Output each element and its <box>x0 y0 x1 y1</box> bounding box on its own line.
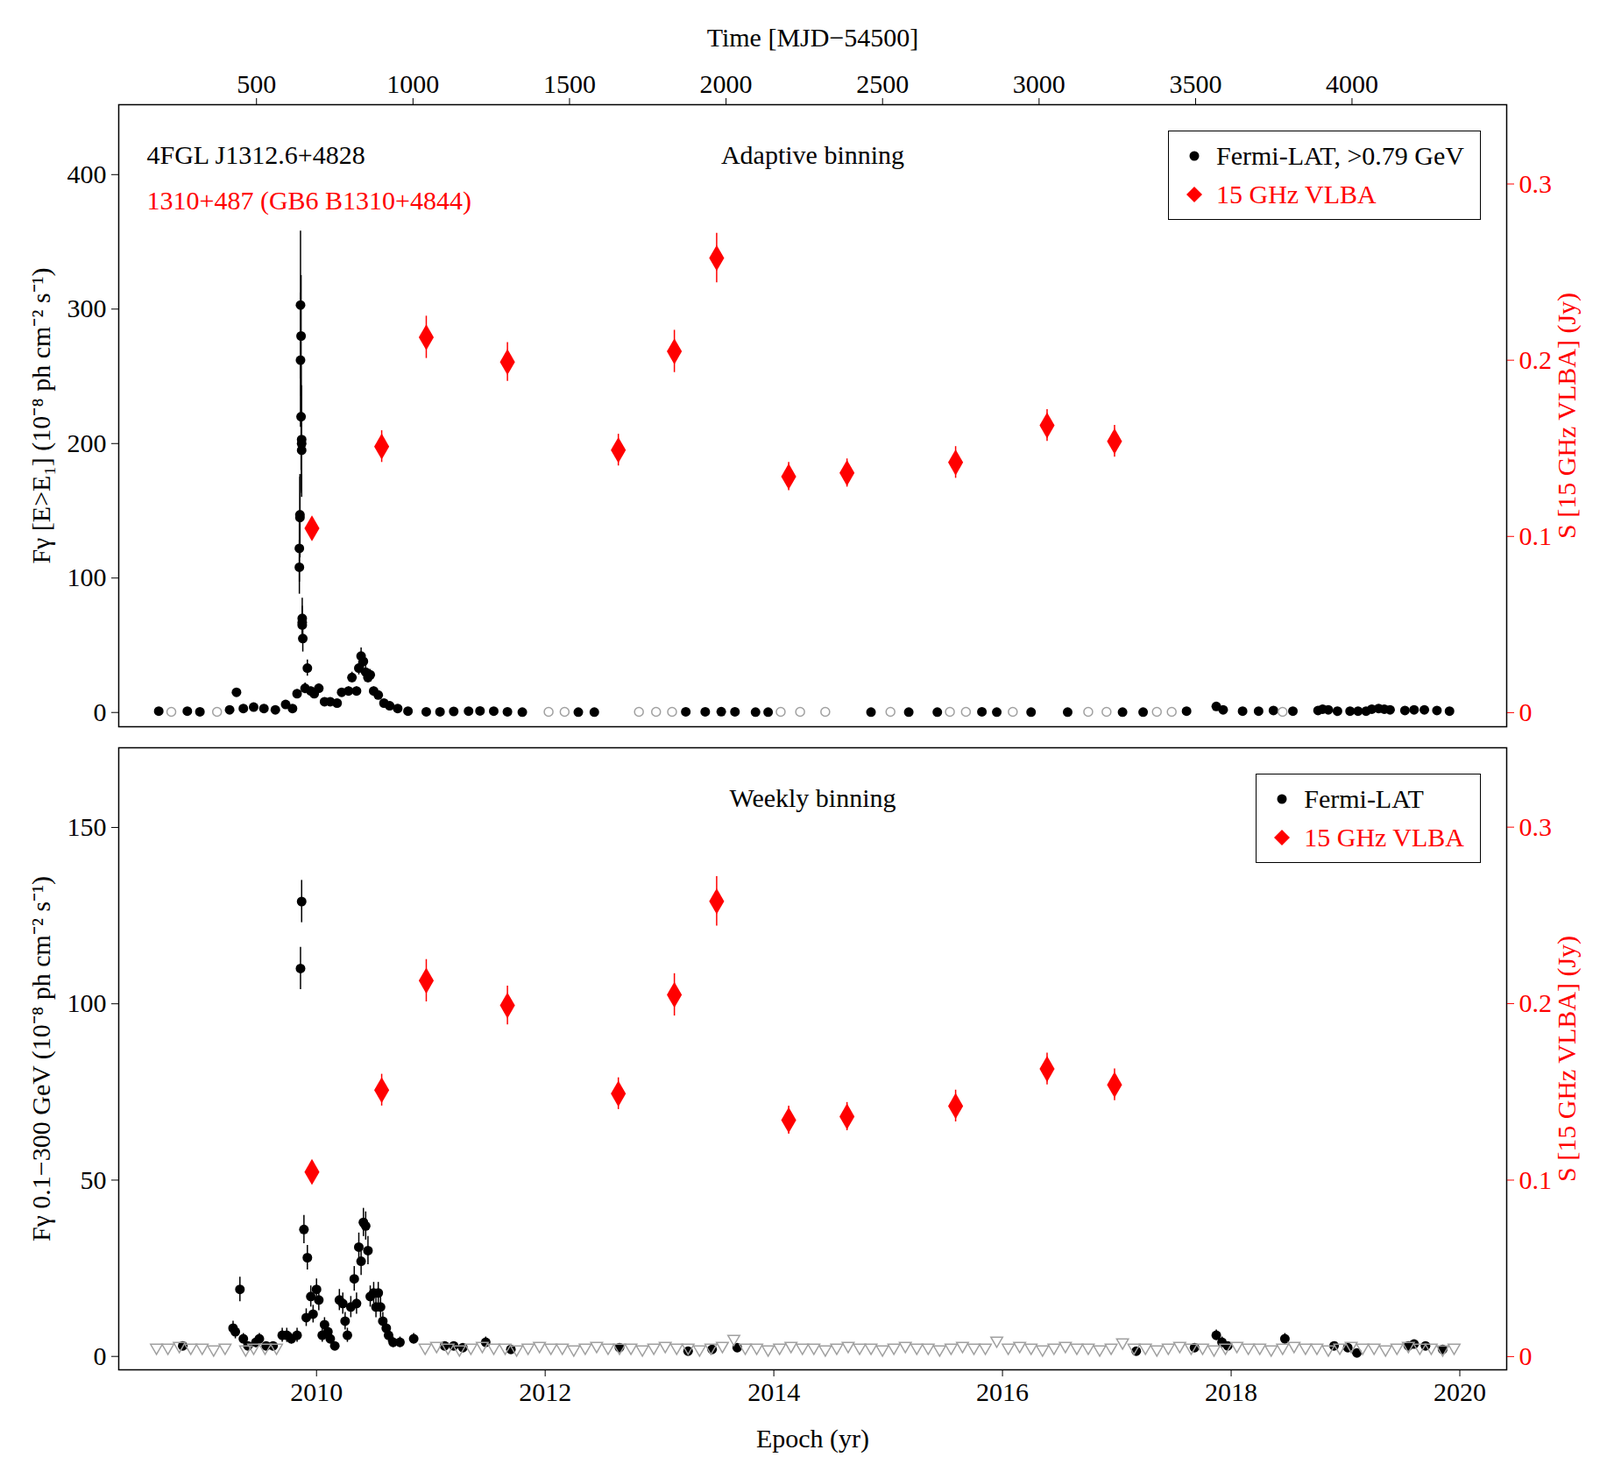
svg-text:2016: 2016 <box>976 1377 1029 1407</box>
svg-text:Epoch (yr): Epoch (yr) <box>756 1423 870 1454</box>
svg-text:3500: 3500 <box>1168 69 1222 99</box>
svg-text:100: 100 <box>67 562 107 592</box>
svg-text:2020: 2020 <box>1433 1377 1487 1407</box>
svg-text:S [15 GHz VLBA] (Jy): S [15 GHz VLBA] (Jy) <box>1551 935 1582 1183</box>
svg-text:0.3: 0.3 <box>1519 169 1553 199</box>
svg-text:2500: 2500 <box>856 69 909 99</box>
svg-text:200: 200 <box>67 428 107 458</box>
svg-text:Fγ [E>E₁] (10⁻⁸ ph cm⁻² s⁻¹): Fγ [E>E₁] (10⁻⁸ ph cm⁻² s⁻¹) <box>26 267 57 564</box>
svg-text:400: 400 <box>67 159 107 189</box>
svg-text:Weekly binning: Weekly binning <box>729 783 896 813</box>
html-text:15 GHz VLBA: 15 GHz VLBA <box>1304 822 1465 852</box>
svg-text:50: 50 <box>80 1165 107 1195</box>
svg-text:0.2: 0.2 <box>1519 345 1553 375</box>
svg-text:1000: 1000 <box>386 69 439 99</box>
svg-text:0: 0 <box>93 697 107 727</box>
html-text:Fermi-LAT, >0.79 GeV: Fermi-LAT, >0.79 GeV <box>1216 141 1465 170</box>
svg-text:4FGL J1312.6+4828: 4FGL J1312.6+4828 <box>147 140 366 170</box>
svg-text:2018: 2018 <box>1204 1377 1258 1407</box>
svg-text:100: 100 <box>67 988 107 1018</box>
html-text:Fermi-LAT: Fermi-LAT <box>1304 784 1424 814</box>
html-text:15 GHz VLBA: 15 GHz VLBA <box>1216 179 1377 209</box>
svg-text:2014: 2014 <box>747 1377 800 1407</box>
svg-text:150: 150 <box>67 812 107 842</box>
svg-text:1310+487 (GB6 B1310+4844): 1310+487 (GB6 B1310+4844) <box>147 185 473 216</box>
svg-text:Time [MJD−54500]: Time [MJD−54500] <box>707 22 920 52</box>
svg-text:500: 500 <box>236 69 277 99</box>
svg-text:2000: 2000 <box>700 69 753 99</box>
svg-text:4000: 4000 <box>1325 69 1379 99</box>
svg-text:Adaptive binning: Adaptive binning <box>721 140 905 170</box>
svg-text:1500: 1500 <box>543 69 596 99</box>
svg-text:2010: 2010 <box>290 1377 343 1407</box>
svg-text:S [15 GHz VLBA] (Jy): S [15 GHz VLBA] (Jy) <box>1551 292 1582 539</box>
svg-text:2012: 2012 <box>518 1377 572 1407</box>
svg-text:300: 300 <box>67 293 107 323</box>
svg-text:0.3: 0.3 <box>1519 812 1553 842</box>
svg-text:0: 0 <box>1519 697 1533 727</box>
svg-text:0.2: 0.2 <box>1519 988 1553 1018</box>
svg-text:0.1: 0.1 <box>1519 521 1553 551</box>
svg-text:3000: 3000 <box>1012 69 1066 99</box>
svg-text:Fγ 0.1−300 GeV (10⁻⁸ ph cm⁻² s: Fγ 0.1−300 GeV (10⁻⁸ ph cm⁻² s⁻¹) <box>26 876 57 1242</box>
svg-text:0: 0 <box>1519 1341 1533 1371</box>
svg-text:0: 0 <box>93 1341 107 1371</box>
svg-text:0.1: 0.1 <box>1519 1165 1553 1195</box>
